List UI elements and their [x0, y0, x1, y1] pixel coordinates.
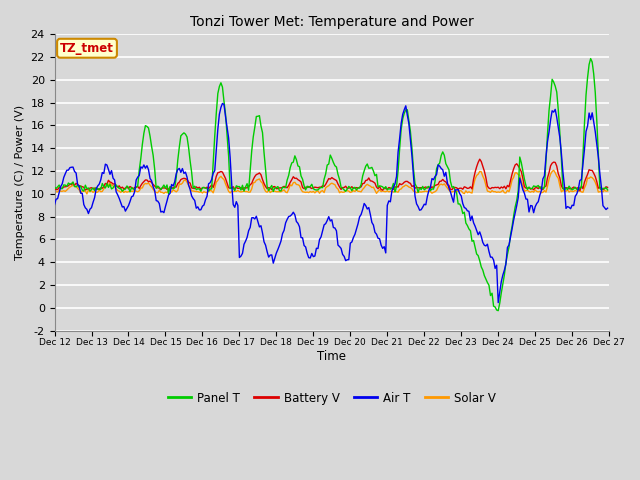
Legend: Panel T, Battery V, Air T, Solar V: Panel T, Battery V, Air T, Solar V — [163, 387, 501, 409]
Y-axis label: Temperature (C) / Power (V): Temperature (C) / Power (V) — [15, 105, 25, 260]
Text: TZ_tmet: TZ_tmet — [60, 42, 114, 55]
Title: Tonzi Tower Met: Temperature and Power: Tonzi Tower Met: Temperature and Power — [190, 15, 474, 29]
X-axis label: Time: Time — [317, 350, 346, 363]
